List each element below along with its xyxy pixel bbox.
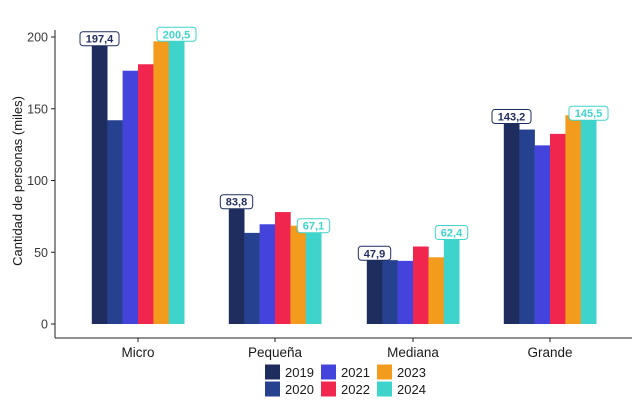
bar: [107, 120, 123, 324]
bar: [398, 261, 414, 324]
bar: [444, 234, 460, 324]
legend-item: 2020: [265, 382, 314, 398]
bar: [138, 64, 154, 324]
bar: [306, 228, 322, 324]
bar: [244, 233, 260, 324]
bar: [535, 145, 551, 324]
bar: [519, 130, 535, 324]
legend-swatch: [321, 365, 336, 380]
y-tick-label: 100: [27, 174, 48, 188]
legend: 2019 2020 2021 2022 2023 2024: [265, 365, 426, 398]
bar: [504, 119, 520, 324]
legend-item: 2024: [377, 382, 426, 398]
y-tick-label: 0: [41, 318, 48, 332]
bar: [260, 224, 276, 324]
legend-label: 2024: [397, 382, 426, 397]
plot-area: 0 50 100 150 200 Micro Pequeña Mediana Grande 197…: [27, 27, 632, 360]
x-tick-label: Pequeña: [248, 345, 303, 360]
legend-item: 2021: [321, 365, 370, 381]
legend-label: 2022: [341, 382, 370, 397]
x-tick-label: Grande: [527, 345, 572, 360]
y-tick-label: 50: [34, 246, 48, 260]
bar: [413, 247, 429, 324]
x-tick-label: Micro: [122, 345, 155, 360]
bar: [367, 255, 383, 324]
bar: [275, 212, 291, 324]
legend-label: 2023: [397, 365, 426, 380]
x-tick-label: Mediana: [387, 345, 439, 360]
data-label-text: 197,4: [86, 34, 114, 46]
data-label-text: 83,8: [226, 197, 247, 209]
legend-label: 2020: [285, 382, 314, 397]
y-axis-title: Cantidad de personas (miles): [10, 96, 25, 266]
data-label-text: 143,2: [498, 112, 526, 124]
legend-item: 2023: [377, 365, 426, 381]
legend-swatch: [321, 382, 336, 397]
data-label: 200,5: [157, 27, 196, 41]
bar: [428, 257, 444, 324]
data-label: 197,4: [80, 32, 119, 46]
bar: [581, 115, 597, 324]
legend-swatch: [377, 365, 392, 380]
bar: [550, 134, 566, 324]
data-label: 47,9: [358, 246, 390, 260]
y-tick-label: 200: [27, 31, 48, 45]
bar: [382, 260, 398, 324]
data-label: 145,5: [569, 106, 608, 120]
y-tick-label: 150: [27, 102, 48, 116]
legend-swatch: [265, 382, 280, 397]
data-label-text: 200,5: [163, 29, 191, 41]
legend-swatch: [377, 382, 392, 397]
bar: [290, 226, 306, 324]
legend-label: 2021: [341, 365, 370, 380]
legend-item: 2019: [265, 365, 314, 381]
data-label: 67,1: [297, 219, 329, 233]
legend-item: 2022: [321, 382, 370, 398]
bar: [92, 41, 108, 324]
bar: [153, 41, 169, 324]
bar: [565, 115, 581, 324]
data-label-text: 47,9: [364, 248, 385, 260]
data-label: 62,4: [435, 225, 467, 239]
data-label-text: 145,5: [575, 108, 603, 120]
data-label: 83,8: [220, 195, 252, 209]
data-label: 143,2: [492, 110, 531, 124]
data-label-text: 62,4: [441, 227, 463, 239]
legend-swatch: [265, 365, 280, 380]
bar: [169, 36, 185, 324]
data-label-text: 67,1: [303, 221, 324, 233]
bar: [229, 204, 245, 324]
bar: [123, 71, 139, 324]
legend-label: 2019: [285, 365, 314, 380]
